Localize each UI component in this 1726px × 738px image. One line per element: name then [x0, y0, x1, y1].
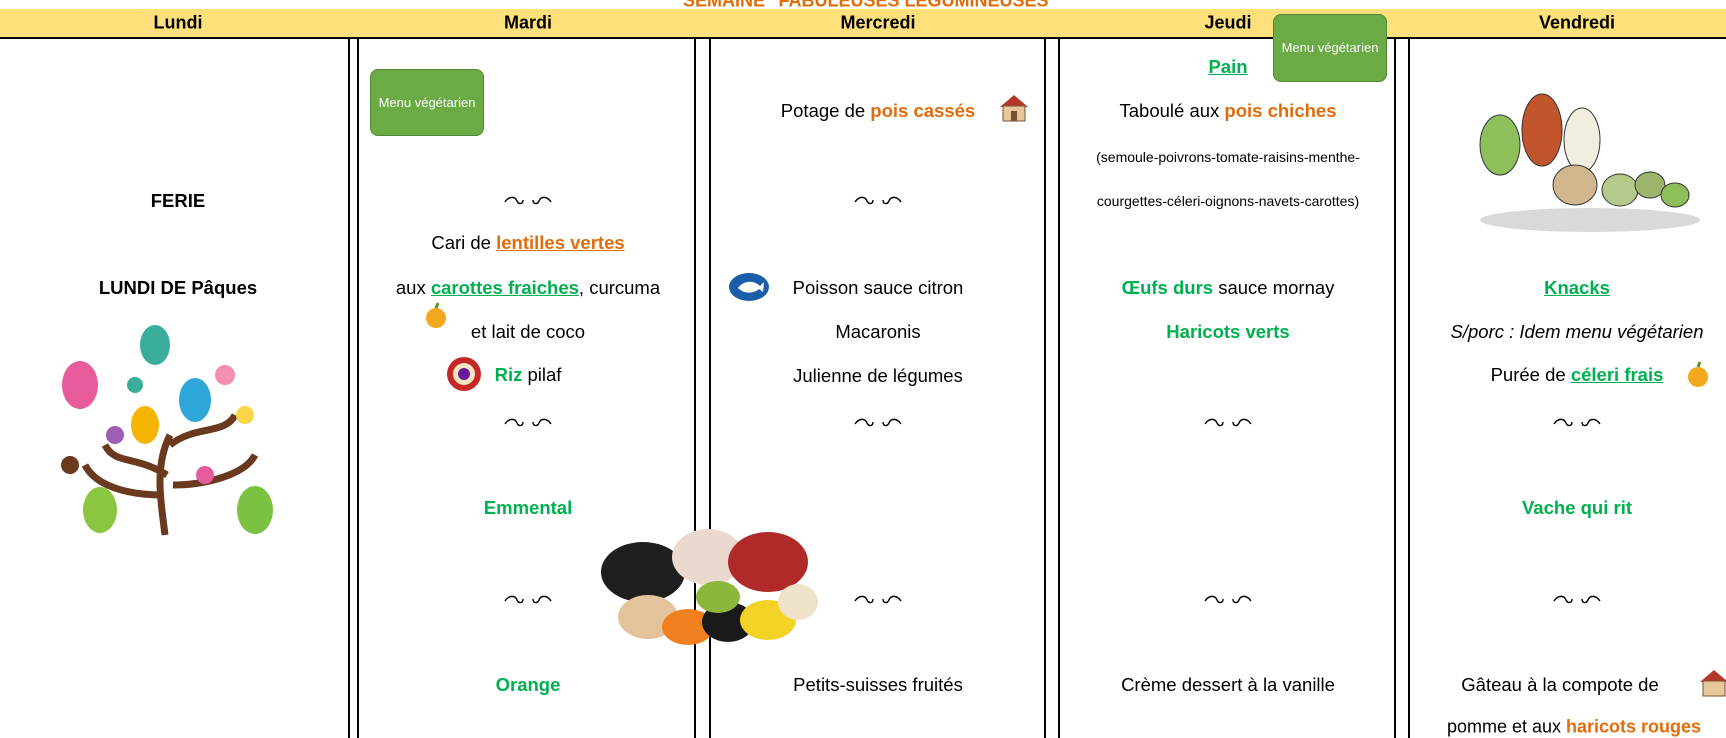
menu-line: Potage de pois cassés: [781, 100, 975, 122]
text: Cari de: [431, 232, 497, 253]
menu-line: Petits-suisses fruités: [793, 674, 963, 695]
fruit-icon: [1688, 361, 1708, 387]
menu-line: (semoule-poivrons-tomate-raisins-menthe-: [1096, 149, 1360, 165]
separator-curl: [854, 196, 902, 205]
column-border: [1394, 37, 1396, 738]
fish-label: [729, 273, 769, 301]
holiday-label: LUNDI DE Pâques: [98, 277, 258, 298]
text: , curcuma: [578, 277, 661, 298]
highlight: haricots rouges: [1566, 716, 1702, 737]
separator: [504, 418, 552, 427]
house-icon: [1700, 670, 1726, 697]
text: pomme et aux: [1446, 716, 1567, 737]
separator-curl: [1553, 595, 1601, 604]
week-title: SEMAINE "FABULEUSES LÉGUMINEUSES": [682, 0, 1058, 11]
separator: [854, 418, 902, 427]
menu-line: Crème dessert à la vanille: [1121, 674, 1335, 695]
separator-curl: [504, 595, 552, 604]
highlight: carottes fraiches: [430, 277, 579, 298]
menu-line: Pain: [1208, 56, 1248, 77]
day-header: Mercredi: [840, 12, 916, 33]
separator: [504, 196, 552, 205]
separator: [854, 196, 902, 205]
text: Purée de: [1490, 364, 1571, 385]
menu-line: Haricots verts: [1166, 321, 1290, 342]
separator-curl: [854, 595, 902, 604]
menu-line: Œufs durs sauce mornay: [1122, 277, 1335, 299]
menu-line: pomme et aux haricots rouges: [1447, 717, 1701, 738]
origin-logo: [447, 357, 481, 391]
highlight: pois cassés: [870, 100, 976, 121]
menu-line: Gâteau à la compote de: [1461, 674, 1659, 695]
separator: [854, 595, 902, 604]
vegetarian-badge: Menu végétarien: [370, 69, 484, 136]
menu-line: Purée de céleri frais: [1491, 364, 1664, 386]
separator: [1204, 595, 1252, 604]
menu-line: S/porc : Idem menu végétarien: [1450, 321, 1704, 342]
column-border: [1044, 37, 1046, 738]
day-header: Lundi: [153, 12, 203, 33]
highlight: céleri frais: [1570, 364, 1664, 385]
separator-curl: [1553, 418, 1601, 427]
menu-line: courgettes-céleri-oignons-navets-carotte…: [1096, 193, 1360, 209]
text: sauce mornay: [1213, 277, 1335, 298]
separator: [504, 595, 552, 604]
menu-line: Orange: [495, 674, 561, 695]
text: Potage de: [780, 100, 871, 121]
menu-line: Riz pilaf: [495, 364, 562, 386]
menu-line: Vache qui rit: [1521, 497, 1633, 518]
menu-line: Taboulé aux pois chiches: [1120, 100, 1337, 122]
column-border: [348, 37, 350, 738]
separator: [1553, 595, 1601, 604]
highlight: lentilles vertes: [496, 232, 625, 253]
holiday-label: FERIE: [150, 190, 206, 211]
text: Taboulé aux: [1119, 100, 1225, 121]
legumes-picture: [601, 529, 818, 645]
separator: [1204, 418, 1252, 427]
separator: [1553, 418, 1601, 427]
menu-line: Emmental: [483, 497, 573, 518]
separator-curl: [504, 196, 552, 205]
separator-curl: [854, 418, 902, 427]
text: aux: [395, 277, 431, 298]
separator-curl: [1204, 418, 1252, 427]
highlight: Riz: [494, 364, 523, 385]
column-border: [1408, 37, 1410, 738]
text: et lait de coco: [470, 321, 586, 342]
fruit-icon: [426, 302, 446, 328]
menu-line: et lait de coco: [471, 321, 585, 343]
highlight: Œufs durs: [1121, 277, 1214, 298]
header-bar: [0, 9, 1726, 39]
bean-characters: [1479, 93, 1700, 232]
text: pilaf: [522, 364, 562, 385]
day-header: Mardi: [503, 12, 553, 33]
column-border: [709, 37, 711, 738]
house-icon: [1000, 95, 1028, 122]
column-border: [357, 37, 359, 738]
separator-curl: [1204, 595, 1252, 604]
separator-curl: [504, 418, 552, 427]
vegetarian-badge: Menu végétarien: [1273, 14, 1387, 82]
column-border: [694, 37, 696, 738]
menu-line: aux carottes fraiches, curcuma: [396, 277, 660, 299]
menu-line: Poisson sauce citron: [792, 277, 964, 298]
column-border: [1058, 37, 1060, 738]
menu-line: Knacks: [1544, 277, 1610, 298]
easter-tree: [61, 325, 273, 536]
highlight: pois chiches: [1224, 100, 1337, 121]
menu-line: Cari de lentilles vertes: [431, 232, 624, 254]
day-header: Jeudi: [1204, 12, 1252, 33]
menu-line: Macaronis: [835, 321, 921, 342]
menu-line: Julienne de légumes: [793, 365, 963, 386]
day-header: Vendredi: [1538, 12, 1616, 33]
